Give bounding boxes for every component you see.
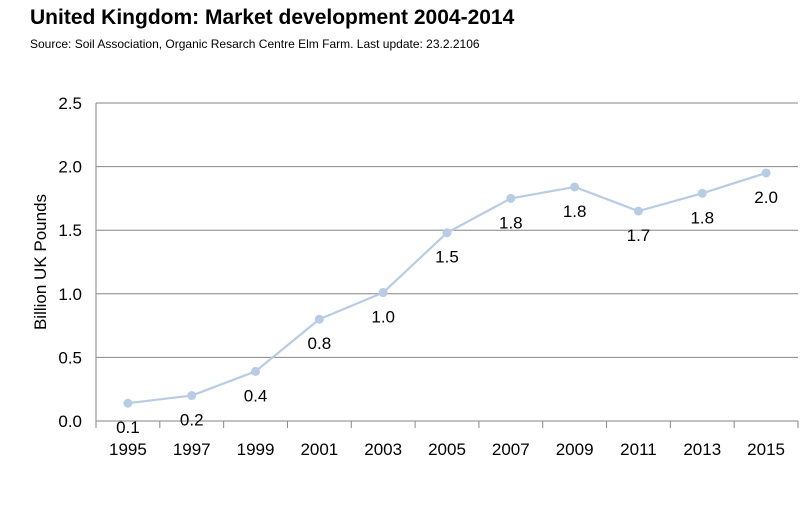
data-label: 0.8 — [308, 334, 332, 353]
x-tick-label: 1999 — [237, 440, 275, 459]
y-tick-label: 1.5 — [58, 221, 82, 240]
data-point — [378, 288, 388, 298]
data-label: 1.8 — [563, 202, 587, 221]
data-point — [633, 206, 643, 216]
data-label: 0.2 — [180, 411, 204, 430]
x-tick-label: 2003 — [364, 440, 402, 459]
y-tick-label: 2.5 — [58, 94, 82, 113]
data-point — [442, 228, 452, 238]
data-point — [251, 366, 261, 376]
x-tick-label: 2013 — [683, 440, 721, 459]
data-point — [314, 314, 324, 324]
data-point — [697, 188, 707, 198]
x-tick-label: 2007 — [492, 440, 530, 459]
y-tick-label: 2.0 — [58, 158, 82, 177]
data-point — [506, 193, 516, 203]
y-tick-label: 0.5 — [58, 348, 82, 367]
data-label: 1.5 — [435, 248, 459, 267]
x-tick-label: 2009 — [556, 440, 594, 459]
x-tick-label: 2001 — [300, 440, 338, 459]
data-label: 2.0 — [754, 188, 778, 207]
data-point — [187, 391, 197, 401]
data-label: 1.8 — [499, 213, 523, 232]
series-line — [127, 171, 767, 405]
y-tick-label: 1.0 — [58, 285, 82, 304]
data-point — [123, 398, 133, 408]
x-tick-label: 2011 — [620, 440, 657, 459]
y-tick-label: 0.0 — [58, 412, 82, 431]
x-tick-label: 1997 — [173, 440, 211, 459]
data-point — [570, 182, 580, 192]
data-label: 1.7 — [627, 226, 651, 245]
x-tick-label: 1995 — [109, 440, 147, 459]
chart-subtitle: Source: Soil Association, Organic Resarc… — [30, 37, 480, 51]
data-label: 1.8 — [690, 208, 714, 227]
data-label: 1.0 — [371, 308, 395, 327]
x-tick-label: 2015 — [747, 440, 785, 459]
y-axis-label: Billion UK Pounds — [31, 194, 50, 330]
x-tick-label: 2005 — [428, 440, 466, 459]
data-label: 0.1 — [116, 418, 140, 437]
data-point — [761, 168, 771, 178]
data-label: 0.4 — [244, 386, 268, 405]
chart-title: United Kingdom: Market development 2004-… — [30, 6, 515, 29]
